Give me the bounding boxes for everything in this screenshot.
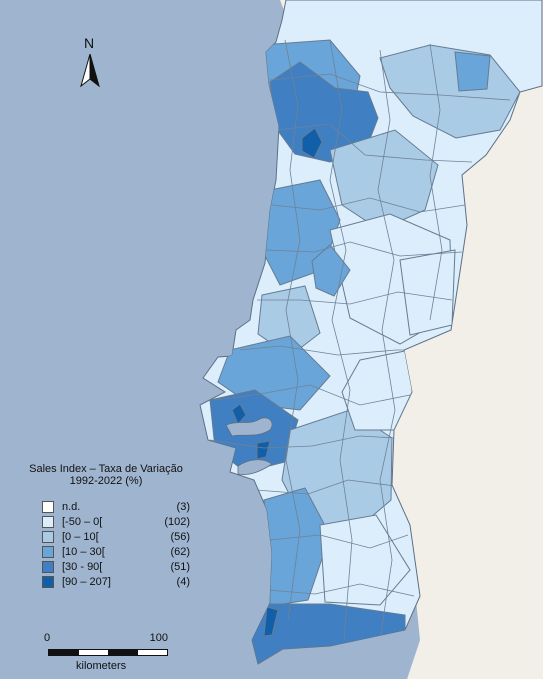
lisbon-high-value-municipality xyxy=(231,403,247,425)
algarve-high-value-municipality xyxy=(263,606,279,637)
legend-item: [0 – 10[ (56) xyxy=(42,531,190,546)
south-interior-municipalities xyxy=(319,514,411,606)
boundary-line xyxy=(269,73,511,101)
legend-swatch xyxy=(42,546,54,559)
legend-title-line-1: Sales Index – Taxa de Variação xyxy=(29,463,183,475)
boundary-line xyxy=(257,291,453,305)
sado-estuary xyxy=(237,459,273,475)
map-scale-bar: 0 100 kilometers xyxy=(44,632,168,672)
legend-count: (3) xyxy=(176,501,190,514)
legend-count: (51) xyxy=(170,561,190,574)
scale-unit-label: kilometers xyxy=(76,660,127,672)
legend-range: [-50 – 0[ xyxy=(62,516,103,529)
legend-range: [0 – 10[ xyxy=(62,531,99,544)
viseu-municipality xyxy=(311,244,351,297)
map-legend: Sales Index – Taxa de Variação 1992-2022… xyxy=(22,463,190,591)
scale-end-label: 100 xyxy=(149,632,168,644)
north-arrow-right-half xyxy=(89,54,100,88)
boundary-line xyxy=(214,384,411,406)
boundary-line xyxy=(377,49,396,641)
legend-item: [10 – 30[ (62) xyxy=(42,546,190,561)
north-arrow: N xyxy=(78,35,102,89)
spain-land xyxy=(280,0,543,679)
boundary-line xyxy=(239,345,405,356)
north-arrow-left-half xyxy=(80,54,91,88)
north-arrow-icon xyxy=(80,54,100,88)
legend-swatch xyxy=(42,561,54,574)
legend-swatch xyxy=(42,531,54,544)
legend-range: n.d. xyxy=(62,501,81,514)
legend-range: [10 – 30[ xyxy=(62,546,105,559)
legend-item: [-50 – 0[ (102) xyxy=(42,516,190,531)
legend-title: Sales Index – Taxa de Variação 1992-2022… xyxy=(22,463,190,487)
bragança-municipality xyxy=(454,51,491,92)
algarve-municipalities xyxy=(251,603,406,664)
boundary-line xyxy=(329,39,353,641)
setubal-high-value-municipality xyxy=(256,440,271,460)
legend-title-line-2: 1992-2022 (%) xyxy=(69,475,143,488)
boundary-line xyxy=(275,123,473,163)
porto-high-value-municipality xyxy=(301,127,323,159)
legend-item: [90 – 207] (4) xyxy=(42,576,190,591)
scale-bar xyxy=(48,649,168,656)
legend-count: (56) xyxy=(170,531,190,544)
boundary-line xyxy=(271,197,466,213)
legend-swatch xyxy=(42,501,54,514)
legend-count: (62) xyxy=(170,546,190,559)
coimbra-area-municipalities xyxy=(257,285,321,357)
legend-range: [30 - 90[ xyxy=(62,561,103,574)
castelo-branco-area xyxy=(399,249,456,336)
legend-swatch xyxy=(42,576,54,589)
legend-range: [90 – 207] xyxy=(62,576,111,589)
scale-segment-black xyxy=(49,650,79,655)
legend-swatch xyxy=(42,516,54,529)
legend-item: [30 - 90[ (51) xyxy=(42,561,190,576)
scale-segment-white xyxy=(137,650,167,655)
scale-segment-black xyxy=(108,650,138,655)
scale-segment-white xyxy=(78,650,108,655)
boundary-line xyxy=(284,39,301,621)
boundary-line xyxy=(429,43,443,321)
north-label: N xyxy=(84,35,95,51)
scale-start-label: 0 xyxy=(44,632,51,644)
tagus-estuary xyxy=(225,417,273,437)
boundary-line xyxy=(255,479,396,495)
boundary-line xyxy=(209,435,396,449)
legend-count: (102) xyxy=(164,516,190,529)
legend-count: (4) xyxy=(176,576,190,589)
legend-item: n.d. (3) xyxy=(42,501,190,516)
municipal-boundaries xyxy=(209,39,511,641)
